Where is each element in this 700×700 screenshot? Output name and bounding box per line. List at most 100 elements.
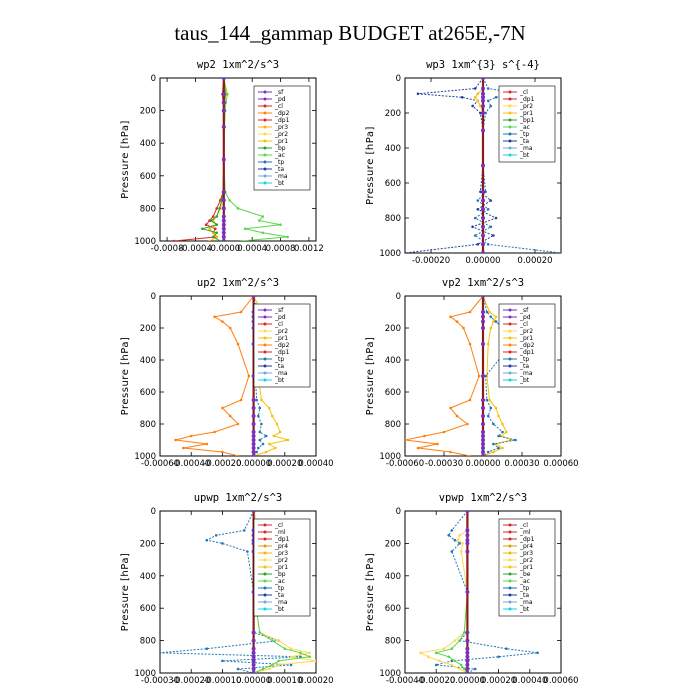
- data-point-cl: [481, 104, 485, 108]
- legend-marker-ma: [263, 174, 267, 178]
- data-point-pd: [481, 326, 485, 330]
- legend-marker-dp1: [263, 118, 267, 122]
- legend-entry-ma: _ma: [519, 370, 533, 377]
- data-point-pr1: [476, 92, 480, 96]
- data-point-ml: [465, 654, 470, 659]
- y-tick-label: 400: [385, 144, 401, 154]
- y-tick-label: 1000: [379, 249, 401, 259]
- legend-entry-tp: _tp: [519, 131, 529, 138]
- data-point-ml: [465, 638, 470, 643]
- legend-entry-pr1: _pr1: [519, 564, 533, 571]
- y-tick-label: 0: [151, 292, 156, 302]
- data-point-ml: [465, 658, 470, 663]
- data-point-ml: [251, 638, 256, 643]
- legend-marker-pr4: [263, 544, 267, 548]
- legend-marker-tp: [508, 357, 512, 361]
- data-point-tp: [494, 320, 498, 323]
- data-point-pd: [481, 450, 485, 454]
- data-point-pd: [221, 100, 226, 105]
- data-point-tp: [514, 438, 517, 442]
- data-point-tp: [476, 199, 480, 202]
- legend-entry-bt: _bt: [519, 606, 530, 613]
- x-tick-label: 0.00020: [517, 256, 552, 266]
- x-tick-label: -0.00040: [172, 459, 210, 469]
- data-point-tp: [458, 542, 461, 545]
- legend-entry-ta: _ta: [274, 363, 284, 370]
- data-point-dp2: [236, 342, 240, 346]
- data-point-tp: [486, 87, 490, 90]
- data-point-ta: [471, 104, 474, 108]
- legend-entry-ta: _ta: [519, 138, 529, 145]
- data-point-cl: [481, 163, 485, 168]
- data-point-tp: [536, 651, 539, 655]
- data-point-pd: [251, 450, 256, 454]
- data-point-tp: [473, 234, 477, 237]
- data-point-cl: [481, 216, 485, 220]
- legend-entry-ac: _ac: [519, 124, 530, 131]
- data-point-pr3: [208, 227, 211, 231]
- x-tick-label: -0.00040: [386, 676, 424, 686]
- data-point-ml: [465, 630, 470, 635]
- legend-marker-cl: [508, 523, 512, 527]
- legend-entry-tp: _tp: [274, 585, 284, 592]
- data-point-tp: [205, 647, 209, 650]
- data-point-dp2: [449, 315, 452, 319]
- x-tick-label: -0.00010: [203, 676, 241, 686]
- data-point-pd: [481, 406, 485, 410]
- data-point-ac: [261, 215, 265, 218]
- legend-entry-ta: _ta: [519, 363, 529, 370]
- legend-marker-bt: [263, 378, 267, 382]
- y-tick-label: 800: [385, 214, 401, 224]
- legend-entry-tp: _tp: [274, 159, 284, 166]
- y-axis-label: Pressure [hPa]: [365, 553, 376, 632]
- legend-entry-dp2: _dp2: [519, 342, 535, 349]
- legend-marker-tp: [508, 586, 512, 590]
- data-point-ml: [465, 511, 470, 513]
- data-point-pd: [481, 438, 485, 442]
- x-tick-label: 0.00060: [543, 676, 578, 686]
- data-point-pd: [221, 226, 226, 231]
- legend-entry-bt: _bt: [519, 152, 530, 159]
- data-point-pr1: [505, 430, 508, 434]
- x-tick-label: 0.00000: [236, 676, 271, 686]
- legend-entry-pd: _pd: [274, 96, 286, 103]
- data-point-pd: [221, 198, 226, 203]
- x-tick-label: 0.00000: [236, 459, 271, 469]
- data-point-pr1: [494, 315, 498, 319]
- data-point-tp: [486, 99, 490, 103]
- data-point-dp2: [174, 438, 177, 442]
- data-point-ml: [251, 654, 256, 659]
- legend-marker-tp: [263, 357, 267, 361]
- legend-marker-ta: [508, 364, 512, 368]
- data-point-pr1: [501, 446, 504, 450]
- data-point-pd: [481, 434, 485, 438]
- data-point-ml: [251, 671, 256, 673]
- data-point-pr2: [459, 550, 463, 553]
- data-point-pr1: [264, 450, 268, 454]
- legend-entry-cl: _cl: [519, 522, 528, 529]
- data-point-ta: [479, 190, 482, 194]
- series-group: [419, 511, 539, 673]
- legend-entry-bt: _bt: [274, 606, 285, 613]
- data-point-pd: [481, 446, 485, 450]
- legend-marker-ma: [508, 146, 512, 150]
- y-tick-label: 800: [140, 420, 156, 430]
- x-tick-label: 0.00030: [504, 459, 539, 469]
- data-point-pd: [221, 157, 226, 162]
- data-point-dp2: [182, 446, 185, 450]
- legend-marker-bt: [263, 181, 267, 185]
- data-point-pd: [221, 234, 226, 239]
- legend-marker-ac: [263, 579, 267, 583]
- y-tick-label: 0: [151, 507, 156, 517]
- data-point-pr1: [479, 104, 482, 108]
- legend-marker-ta: [263, 167, 267, 171]
- legend-marker-pr2: [508, 329, 512, 333]
- data-point-dp2: [221, 450, 224, 454]
- y-tick-label: 1000: [134, 669, 156, 679]
- legend-marker-sf: [263, 90, 267, 94]
- x-tick-label: 0.00060: [543, 459, 578, 469]
- panel-1: wp2 1xm^2/s^3 Pressure [hPa] 0 200 400 600 800…: [120, 59, 324, 254]
- legend-entry-dp1: _dp1: [274, 349, 290, 356]
- data-point-pr1: [492, 320, 495, 323]
- data-point-pr1: [497, 414, 500, 418]
